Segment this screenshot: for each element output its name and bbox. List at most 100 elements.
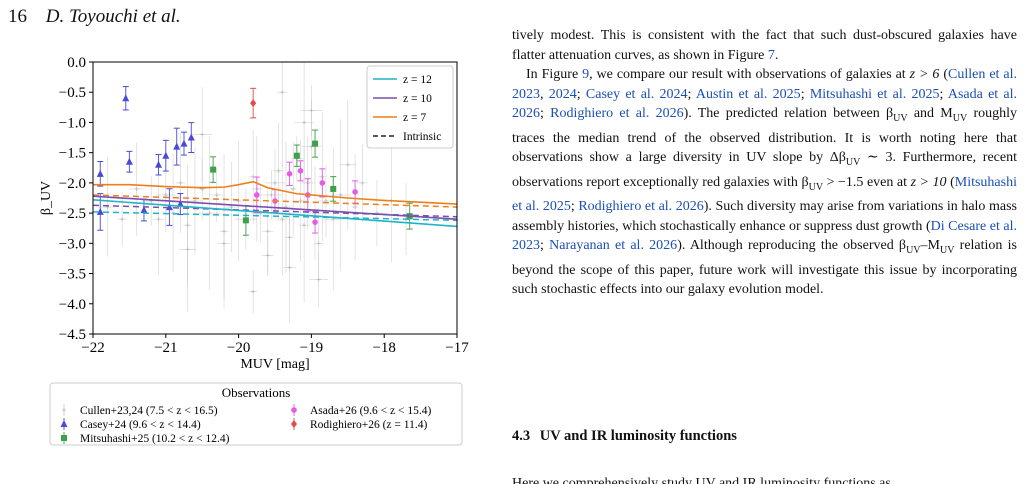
text-run: UV	[939, 245, 955, 257]
text-run: ,	[540, 86, 549, 102]
citation[interactable]: Mitsuhashi et al. 2025	[809, 86, 940, 102]
data-point	[155, 160, 163, 168]
data-point	[180, 139, 188, 147]
text-run: ;	[576, 86, 586, 102]
text-run: (	[946, 174, 955, 190]
citation[interactable]: Austin et al. 2025	[695, 86, 801, 102]
legend-label: Cullen+23,24 (7.5 < z < 16.5)	[80, 405, 218, 417]
y-tick-label: 0.0	[67, 55, 86, 71]
citation[interactable]: 2024	[548, 86, 577, 102]
data-point	[210, 166, 217, 173]
legend-label: Casey+24 (9.6 < z < 14.4)	[80, 419, 201, 431]
y-tick-label: −3.0	[59, 236, 86, 252]
text-run: z > 10	[910, 174, 947, 190]
data-point	[286, 171, 293, 177]
text-run: ). Although reproducing the observed β	[677, 238, 907, 254]
observations-legend-box	[49, 382, 463, 446]
citation[interactable]: Narayanan et al. 2026	[549, 238, 678, 254]
section-number: 4.3	[512, 428, 531, 444]
y-tick-label: −1.5	[59, 146, 86, 162]
legend-label: Rodighiero+26 (z = 11.4)	[310, 419, 427, 431]
text-run: tively modest. This is consistent with t…	[512, 28, 1017, 63]
data-point	[319, 180, 326, 186]
observations-legend: Observations Cullen+23,24 (7.5 < z < 16.5…	[49, 382, 463, 446]
text-run: ). Such diversity may arise from variati…	[512, 199, 1017, 234]
text-run: ;	[939, 86, 948, 102]
legend-label: Intrinsic	[403, 131, 441, 143]
data-point	[293, 152, 300, 159]
citation[interactable]: Rodighiero et al. 2026	[578, 199, 704, 215]
section-title: UV and IR luminosity functions	[539, 428, 737, 444]
citation[interactable]: 9	[582, 67, 590, 83]
data-point	[242, 217, 249, 224]
x-tick-label: −19	[300, 340, 323, 356]
data-point	[96, 169, 104, 177]
text-run: roughly traces the median trend of the o…	[512, 106, 1018, 166]
text-run: UV	[952, 113, 968, 125]
text-run: UV	[906, 245, 921, 257]
legend-label: Mitsuhashi+25 (10.2 < z < 12.4)	[80, 433, 230, 445]
lines-legend: z = 12 z = 10 z = 7 Intrinsic	[366, 65, 454, 149]
text-run: ;	[800, 86, 810, 102]
text-run: (	[939, 67, 949, 83]
x-tick-label: −18	[372, 340, 395, 356]
series-1	[96, 86, 195, 231]
text-run: , we compare our result with observation…	[589, 67, 910, 83]
axes-frame	[92, 61, 458, 335]
series-4	[250, 87, 257, 119]
intrinsic-line-0	[93, 194, 457, 208]
x-axis-label: MUV [mag]	[240, 357, 309, 372]
x-tick-label: −17	[445, 340, 469, 356]
x-tick-label: −20	[227, 340, 250, 356]
legend-label: z = 10	[403, 93, 432, 105]
observations-legend-title: Observations	[222, 385, 291, 400]
plot-content	[93, 62, 457, 323]
data-point	[140, 206, 148, 214]
data-point	[352, 189, 358, 195]
page-header: 16 D. Toyouchi et al.	[8, 6, 181, 28]
text-run: .	[774, 47, 779, 63]
model-line-1	[93, 195, 457, 220]
text-run: ;	[540, 106, 551, 122]
data-point	[165, 203, 173, 211]
model-line-2	[93, 180, 457, 205]
intrinsic-line-2	[93, 211, 457, 222]
y-tick-label: −1.0	[59, 115, 86, 131]
text-column: tively modest. This is consistent with t…	[512, 26, 1017, 300]
text-run: > −1.5 even at	[823, 174, 911, 190]
y-tick-label: −2.5	[59, 206, 86, 222]
text-run: UV	[808, 181, 824, 193]
text-run: z > 6	[909, 67, 940, 83]
citation[interactable]: Mitsuhashi et al. 2025	[512, 174, 1017, 215]
plot-area: −22 −21 −20 −19 −18 −17 0.0 −0.5 −1.0 −1.5 −2.0 −2.…	[39, 55, 469, 372]
text-run: ;	[570, 199, 579, 215]
citation[interactable]: Cullen et al. 2023	[512, 67, 1017, 102]
legend-label: z = 12	[403, 74, 432, 86]
y-tick-label: −3.5	[59, 267, 86, 283]
data-point	[125, 157, 133, 165]
cut-off-line: Here we comprehensively study UV and IR …	[512, 476, 891, 484]
text-run: UV	[893, 113, 908, 125]
text-run: ). The predicted relation between β	[683, 106, 894, 122]
figure-9: −22 −21 −20 −19 −18 −17 0.0 −0.5 −1.0 −1.5 −2.0 −2.…	[39, 55, 469, 446]
text-run: ;	[687, 86, 696, 102]
running-authors: D. Toyouchi et al.	[45, 6, 181, 27]
legend-label: z = 7	[403, 112, 426, 124]
data-point	[312, 219, 318, 225]
x-tick-label: −21	[154, 340, 177, 356]
y-tick-label: −2.0	[59, 176, 86, 192]
citation[interactable]: Rodighiero et al. 2026	[550, 106, 684, 122]
text-run: ∼ 3. Furthermore, recent observations re…	[512, 150, 1017, 190]
section-heading: 4.3 UV and IR luminosity functions	[512, 428, 737, 445]
data-point	[173, 142, 181, 150]
citation[interactable]: Casey et al. 2024	[585, 86, 688, 102]
data-point	[122, 94, 130, 102]
y-tick-label: −4.5	[59, 327, 86, 343]
paragraph-2: In Figure 9, we compare our result with …	[512, 65, 1017, 300]
page-number: 16	[8, 6, 27, 27]
citation[interactable]: Asada et al. 2026	[512, 86, 1018, 122]
y-tick-label: −4.0	[59, 297, 86, 313]
citation[interactable]: 7	[767, 47, 775, 63]
data-point	[312, 140, 319, 147]
citation[interactable]: Di Cesare et al. 2023	[512, 218, 1018, 254]
